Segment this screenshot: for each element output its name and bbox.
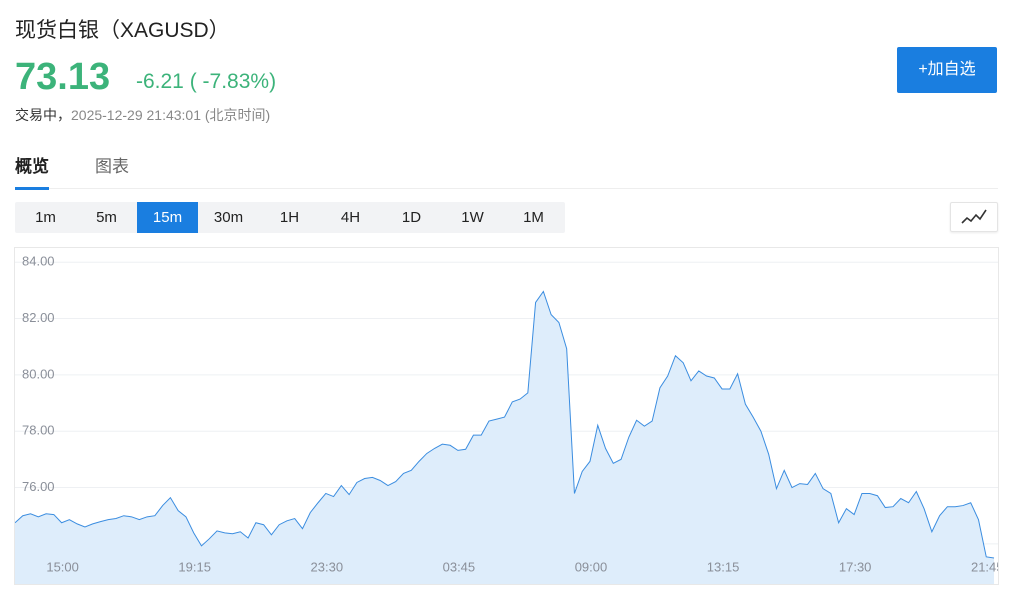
y-tick-label: 84.00 <box>22 254 55 269</box>
y-tick-label: 78.00 <box>22 423 55 438</box>
add-watchlist-button[interactable]: +加自选 <box>897 47 997 93</box>
change-value: -6.21 <box>136 70 184 93</box>
interval-button[interactable]: 4H <box>340 209 361 226</box>
change: -6.21 ( -7.83%) <box>136 70 276 94</box>
interval-button[interactable]: 5m <box>96 209 117 226</box>
chart-type-icon <box>961 209 987 224</box>
x-tick-label: 19:15 <box>178 559 211 574</box>
interval-button[interactable]: 1D <box>401 209 422 226</box>
interval-button[interactable]: 1M <box>523 209 544 226</box>
area <box>15 291 995 584</box>
x-tick-label: 03:45 <box>443 559 476 574</box>
change-percent: ( -7.83%) <box>189 70 277 93</box>
interval-bar: 1m 5m 15m 30m 1H 4H 1D 1W 1M <box>15 202 565 233</box>
chart-type-button[interactable] <box>950 202 998 232</box>
trade-status: 交易中， <box>15 107 71 123</box>
x-tick-label: 17:30 <box>839 559 872 574</box>
x-tick-label: 15:00 <box>46 559 79 574</box>
y-tick-label: 82.00 <box>22 310 55 325</box>
tab[interactable]: 图表 <box>95 157 129 176</box>
tab[interactable]: 概览 <box>15 152 49 190</box>
interval-button[interactable]: 1H <box>279 209 300 226</box>
interval-button[interactable]: 1W <box>461 209 484 226</box>
interval-button[interactable]: 30m <box>213 209 244 226</box>
x-tick-label: 23:30 <box>311 559 344 574</box>
y-tick-label: 76.00 <box>22 479 55 494</box>
line <box>15 290 995 559</box>
x-tick-label: 13:15 <box>707 559 740 574</box>
price: 73.13 <box>15 56 111 98</box>
interval-button[interactable]: 1m <box>35 209 56 226</box>
tabs: 概览 图表 <box>15 152 998 190</box>
status: 交易中，2025-12-29 21:43:01 (北京时间) <box>15 105 270 125</box>
datetime: 2025-12-29 21:43:01 (北京时间) <box>71 107 271 123</box>
x-tick-label: 09:00 <box>575 559 608 574</box>
title: 现货白银（XAGUSD） <box>15 19 230 42</box>
chart: 74.0076.0078.0080.0082.0084.0015:0019:15… <box>14 247 999 585</box>
x-tick-label: 21:45 <box>971 559 999 574</box>
y-tick-label: 80.00 <box>22 366 55 381</box>
interval-button[interactable]: 15m <box>137 202 198 233</box>
